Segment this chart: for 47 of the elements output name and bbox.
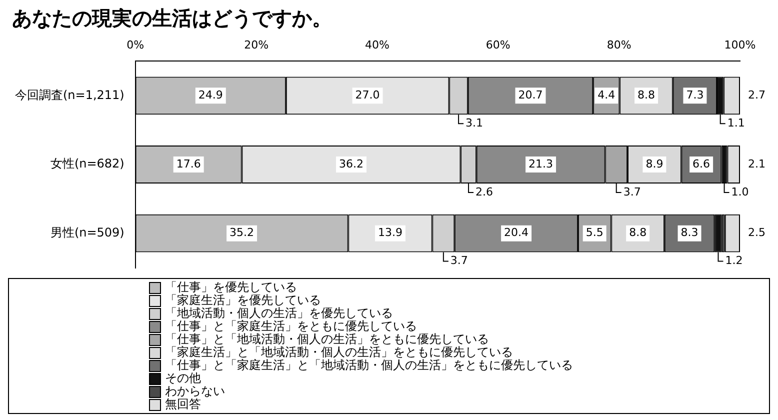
chart-title: あなたの現実の生活はどうですか。: [12, 6, 332, 30]
y-tick-label: 今回調査(n=1,211): [14, 88, 124, 102]
data-label: 2.1: [748, 157, 766, 170]
data-label: 3.7: [623, 185, 641, 198]
data-label: 20.7: [518, 88, 543, 102]
x-tick-label: 100%: [724, 38, 756, 52]
legend-label: その他: [165, 371, 201, 385]
x-tick-label: 0%: [126, 38, 144, 52]
data-label: 13.9: [378, 226, 402, 240]
data-label: 8.8: [638, 88, 656, 102]
legend-label: 「家庭生活」を優先している: [165, 293, 321, 307]
data-label: 8.3: [680, 226, 698, 240]
data-label: 2.5: [748, 226, 766, 240]
data-label: 1.0: [731, 185, 749, 198]
legend-label: 「家庭生活」と「地域活動・個人の生活」をともに優先している: [165, 345, 513, 359]
data-label: 21.3: [528, 157, 554, 170]
data-label: 3.1: [466, 116, 484, 130]
legend-label: わからない: [165, 384, 225, 398]
x-tick-label: 80%: [606, 38, 632, 52]
data-label: 2.7: [748, 88, 766, 102]
data-label: 2.6: [476, 185, 494, 198]
data-label: 20.4: [504, 226, 529, 240]
data-label: 36.2: [338, 157, 364, 170]
legend-label: 無回答: [165, 397, 201, 411]
legend-label: 「仕事」と「家庭生活」と「地域活動・個人の生活」をともに優先している: [165, 358, 573, 372]
data-label: 8.8: [629, 226, 647, 240]
x-tick-label: 60%: [486, 38, 510, 52]
data-label: 6.6: [692, 157, 710, 170]
data-label: 27.0: [355, 88, 380, 102]
y-tick-label: 男性(n=509): [50, 225, 124, 240]
legend-label: 「仕事」を優先している: [165, 280, 297, 294]
x-tick-label: 40%: [365, 38, 390, 52]
data-label: 1.1: [727, 116, 745, 130]
data-label: 17.6: [176, 157, 201, 170]
legend-label: 「地域活動・個人の生活」を優先している: [165, 306, 393, 320]
data-label: 3.7: [450, 254, 468, 268]
data-label: 7.3: [686, 88, 704, 102]
data-label: 1.2: [725, 254, 743, 268]
y-tick-label: 女性(n=682): [50, 156, 124, 171]
data-label: 4.4: [598, 88, 616, 102]
data-label: 24.9: [198, 88, 223, 102]
data-label: 8.9: [646, 157, 664, 170]
data-label: 35.2: [230, 226, 254, 240]
legend-label: 「仕事」と「地域活動・個人の生活」をともに優先している: [165, 332, 489, 346]
legend-label: 「仕事」と「家庭生活」をともに優先している: [165, 319, 417, 333]
data-label: 5.5: [586, 226, 604, 240]
x-tick-label: 20%: [244, 38, 269, 52]
